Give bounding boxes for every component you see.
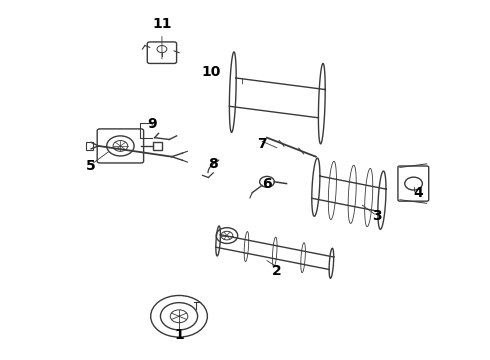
Text: 2: 2: [272, 265, 282, 278]
Bar: [153, 141, 162, 150]
Bar: [86, 142, 93, 150]
Text: 1: 1: [174, 328, 184, 342]
Text: 4: 4: [414, 185, 423, 199]
Text: 5: 5: [86, 159, 96, 173]
Text: 8: 8: [208, 157, 218, 171]
Text: 10: 10: [201, 66, 220, 80]
Text: 3: 3: [372, 209, 382, 223]
Text: 7: 7: [257, 137, 267, 151]
Text: 6: 6: [262, 177, 272, 190]
Text: 11: 11: [152, 17, 171, 31]
Text: 9: 9: [147, 117, 157, 131]
